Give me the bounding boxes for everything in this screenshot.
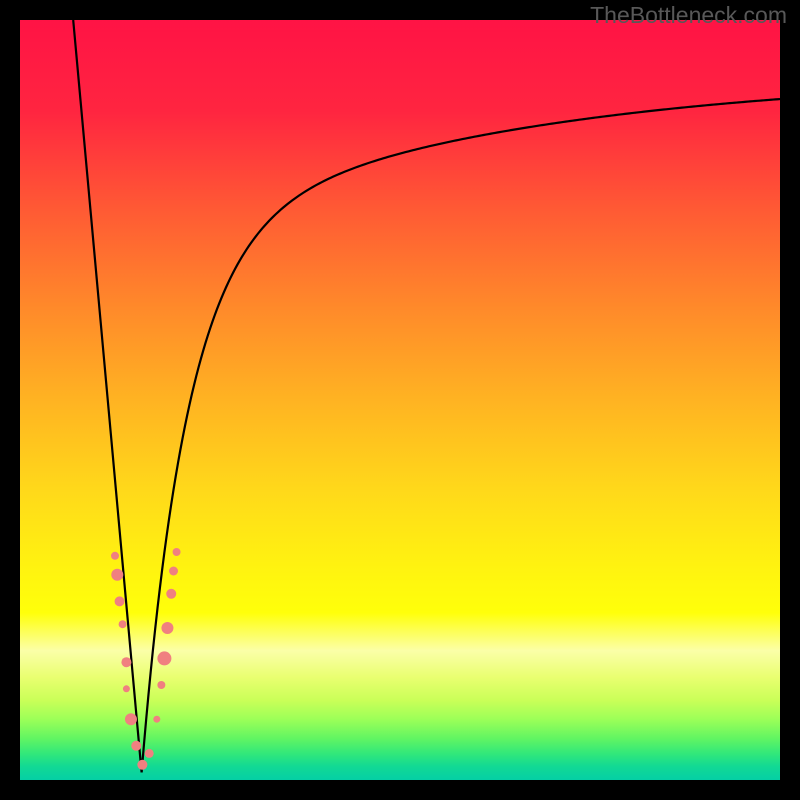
watermark-text: TheBottleneck.com	[590, 2, 787, 29]
data-marker	[161, 622, 173, 634]
data-marker	[153, 716, 160, 723]
data-marker	[131, 741, 141, 751]
data-markers	[111, 548, 181, 770]
chart-frame: TheBottleneck.com	[0, 0, 800, 800]
data-marker	[115, 596, 125, 606]
data-marker	[169, 567, 178, 576]
data-marker	[137, 760, 147, 770]
data-marker	[123, 685, 130, 692]
data-marker	[173, 548, 181, 556]
data-marker	[125, 713, 137, 725]
data-marker	[145, 749, 154, 758]
bottleneck-curve-right	[142, 99, 780, 772]
data-marker	[121, 657, 131, 667]
data-marker	[111, 552, 119, 560]
bottleneck-curve-left	[73, 20, 141, 772]
plot-svg	[20, 20, 780, 780]
data-marker	[157, 681, 165, 689]
data-marker	[166, 589, 176, 599]
data-marker	[157, 651, 171, 665]
data-marker	[119, 620, 127, 628]
plot-area	[20, 20, 780, 780]
data-marker	[111, 569, 123, 581]
